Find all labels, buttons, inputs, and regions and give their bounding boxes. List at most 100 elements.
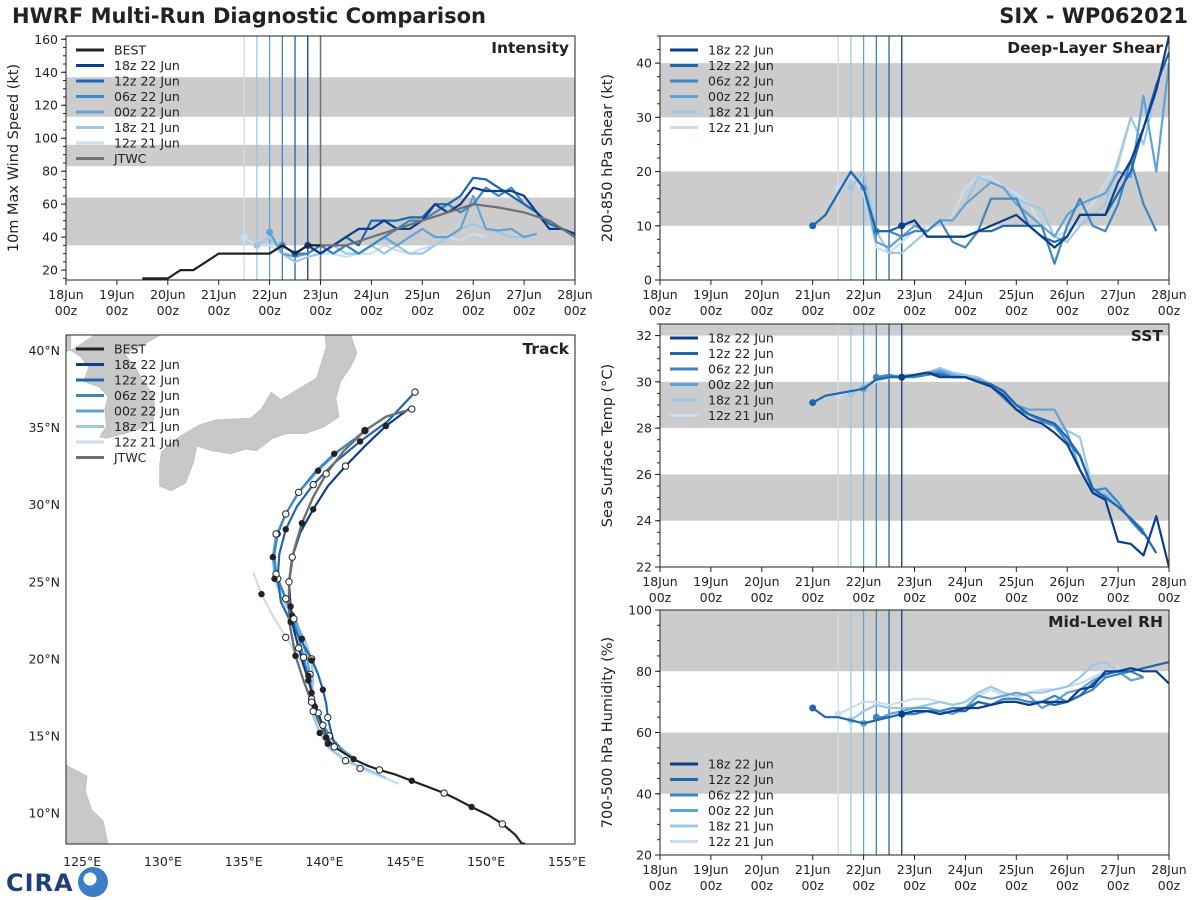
legend-label: BEST	[114, 43, 146, 58]
legend-label: 18z 22 Jun	[708, 757, 774, 772]
x-tick-label: 27Jun	[1100, 287, 1135, 302]
land-philippines	[66, 763, 109, 844]
x-tick-sublabel: 00z	[903, 590, 926, 605]
x-tick-sublabel: 00z	[954, 590, 977, 605]
jtwc-marker-12z	[322, 470, 330, 478]
x-tick-sublabel: 00z	[801, 878, 824, 893]
x-tick-label: 23Jun	[897, 574, 932, 589]
legend-label: 06z 22 Jun	[708, 362, 774, 377]
x-tick-sublabel: 00z	[649, 590, 672, 605]
jtwc-marker-12z	[408, 405, 416, 413]
plot-area	[660, 324, 1169, 567]
best-marker-00z	[408, 777, 415, 784]
track-marker-00z	[258, 590, 265, 598]
x-tick-label: 28Jun	[1151, 862, 1186, 877]
y-tick-label: 24	[636, 513, 652, 528]
legend-label: 00z 22 Jun	[114, 105, 180, 120]
y-tick-label: 10	[636, 218, 652, 233]
panel-title: SST	[1131, 327, 1164, 345]
x-tick-sublabel: 00z	[1107, 303, 1130, 318]
legend-label: 00z 22 Jun	[114, 404, 180, 419]
y-tick-label: 80	[42, 164, 58, 179]
x-tick-sublabel: 00z	[1158, 303, 1181, 318]
x-tick-label: 25Jun	[999, 287, 1034, 302]
y-tick-label: 40	[636, 786, 652, 801]
x-tick-label: 145°E	[386, 854, 424, 869]
x-tick-sublabel: 00z	[954, 303, 977, 318]
plot-area	[660, 610, 1169, 855]
legend-label: JTWC	[113, 450, 147, 465]
best-line	[142, 244, 321, 280]
x-tick-sublabel: 00z	[157, 303, 180, 318]
series-start-marker	[253, 241, 261, 249]
track-marker-00z	[319, 686, 327, 693]
x-tick-label: 28Jun	[557, 287, 592, 302]
x-tick-sublabel: 00z	[700, 303, 723, 318]
y-tick-label: 40°N	[28, 343, 60, 358]
legend-label: 18z 21 Jun	[114, 419, 180, 434]
legend-label: 18z 21 Jun	[114, 120, 180, 135]
legend-label: 12z 22 Jun	[708, 346, 774, 361]
series-start-marker	[898, 373, 906, 381]
panel-sst: 18Jun00z19Jun00z20Jun00z21Jun00z22Jun00z…	[600, 323, 1187, 605]
land-korea	[70, 335, 159, 439]
y-tick-label: 22	[636, 560, 652, 575]
x-tick-label: 19Jun	[693, 287, 728, 302]
x-tick-label: 150°E	[467, 854, 505, 869]
legend-label: 12z 22 Jun	[708, 772, 774, 787]
legend-label: 12z 22 Jun	[708, 58, 774, 73]
y-tick-label: 30°N	[28, 497, 60, 512]
x-tick-sublabel: 00z	[801, 590, 824, 605]
x-tick-sublabel: 00z	[649, 303, 672, 318]
x-tick-label: 25Jun	[999, 862, 1034, 877]
x-tick-sublabel: 00z	[513, 303, 536, 318]
series-line	[862, 62, 1169, 249]
track-marker-12z	[299, 653, 308, 662]
track-marker-12z	[272, 530, 280, 538]
x-tick-sublabel: 00z	[1005, 303, 1028, 318]
best-marker-00z	[350, 755, 357, 763]
jtwc-track-line	[287, 407, 413, 739]
series-start-marker	[847, 184, 855, 192]
y-tick-label: 28	[636, 421, 652, 436]
x-tick-label: 155°E	[548, 854, 586, 869]
y-tick-label: 160	[34, 32, 58, 47]
x-tick-label: 23Jun	[897, 287, 932, 302]
track-marker-00z	[308, 689, 315, 697]
y-tick-label: 100	[628, 603, 652, 618]
track-marker-00z	[269, 553, 277, 561]
x-tick-label: 20Jun	[744, 862, 779, 877]
legend-label: 18z 22 Jun	[708, 43, 774, 58]
x-tick-label: 18Jun	[48, 287, 83, 302]
legend-label: 06z 22 Jun	[114, 388, 180, 403]
x-tick-sublabel: 00z	[801, 303, 824, 318]
track-marker-12z	[411, 388, 419, 396]
y-tick-label: 60	[42, 197, 58, 212]
track-marker-00z	[305, 672, 312, 680]
x-tick-sublabel: 00z	[954, 878, 977, 893]
legend-label: 12z 21 Jun	[708, 120, 774, 135]
x-tick-label: 21Jun	[201, 287, 236, 302]
x-tick-label: 22Jun	[846, 574, 881, 589]
y-tick-label: 60	[636, 725, 652, 740]
track-marker-12z	[282, 595, 290, 603]
track-marker-00z	[271, 575, 278, 582]
track-marker-00z	[356, 438, 364, 445]
series-line	[876, 670, 1144, 719]
shade-band	[660, 171, 1169, 226]
series-line	[850, 661, 1132, 722]
track-marker-12z	[294, 488, 303, 497]
shade-band	[660, 324, 1169, 336]
x-tick-sublabel: 00z	[564, 303, 587, 318]
x-tick-label: 25Jun	[999, 574, 1034, 589]
panel-title: Mid-Level RH	[1048, 613, 1163, 631]
x-tick-sublabel: 00z	[462, 303, 485, 318]
x-tick-label: 135°E	[225, 854, 263, 869]
best-marker-00z	[520, 842, 527, 844]
x-tick-label: 27Jun	[1100, 574, 1135, 589]
y-tick-label: 35°N	[28, 420, 60, 435]
y-axis-label: 10m Max Wind Speed (kt)	[6, 64, 22, 252]
track-marker-00z	[310, 506, 317, 513]
